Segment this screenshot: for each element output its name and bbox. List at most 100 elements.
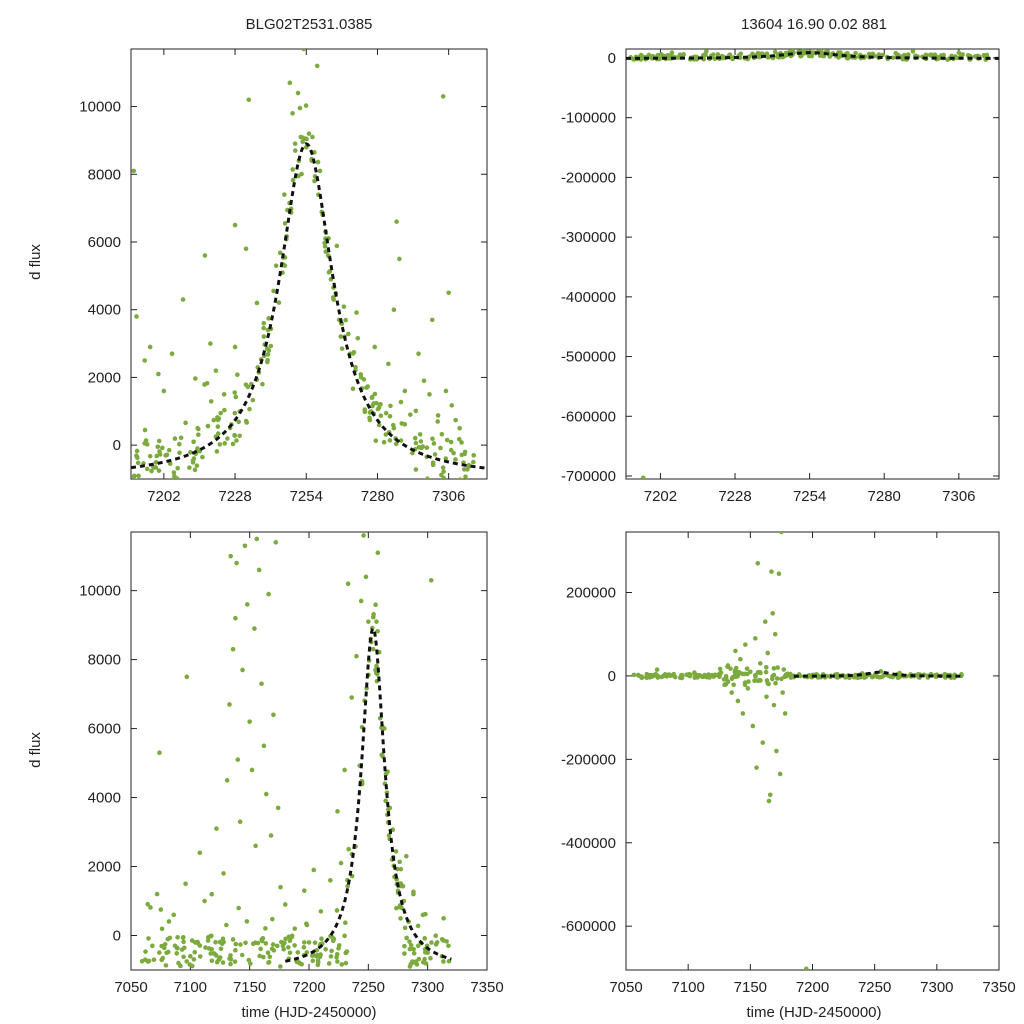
data-point-bottom-left <box>259 681 264 687</box>
data-point-bottom-left <box>404 853 409 859</box>
data-point-top-left <box>341 304 347 309</box>
data-point-top-left <box>232 390 238 395</box>
data-point-bottom-left <box>318 909 324 914</box>
data-point-top-left <box>388 403 393 409</box>
data-point-bottom-left <box>213 939 218 945</box>
data-point-bottom-right <box>733 648 738 654</box>
data-point-bottom-right <box>651 672 657 678</box>
data-point-top-left <box>448 447 454 453</box>
data-point-bottom-left <box>159 943 164 949</box>
data-point-top-right <box>677 52 683 57</box>
data-point-bottom-left <box>328 954 334 959</box>
data-point-top-left <box>169 351 175 357</box>
data-point-top-left <box>413 467 419 472</box>
data-point-bottom-left <box>159 926 165 932</box>
data-point-bottom-right <box>874 674 880 679</box>
data-point-bottom-right <box>769 569 774 574</box>
data-point-top-left <box>192 467 198 473</box>
data-point-bottom-left <box>407 939 412 944</box>
data-point-top-left <box>287 80 293 86</box>
y-tick-label-bottom-left: 4000 <box>88 790 121 807</box>
data-point-bottom-left <box>165 936 171 942</box>
data-point-bottom-left <box>345 883 350 889</box>
data-point-top-left <box>137 484 142 489</box>
panel-bottom-right: time (HJD-2450000) 7050 7100 7150 7200 7250 7… <box>561 531 1016 1021</box>
data-point-bottom-left <box>358 598 364 604</box>
data-point-top-left <box>296 173 301 179</box>
data-point-bottom-left <box>175 935 180 940</box>
data-point-top-left <box>290 111 295 116</box>
data-point-bottom-left <box>441 916 446 921</box>
data-point-top-right <box>828 52 834 58</box>
data-point-top-left <box>431 441 437 446</box>
data-point-bottom-left <box>197 954 203 959</box>
data-point-bottom-left <box>195 939 200 945</box>
data-point-top-left <box>208 341 213 346</box>
data-point-top-left <box>232 222 238 228</box>
data-point-top-left <box>416 351 421 357</box>
data-point-bottom-left <box>233 941 239 947</box>
x-tick-label-bottom-left: 7200 <box>292 979 325 996</box>
data-point-bottom-right <box>655 675 661 680</box>
data-point-bottom-left <box>274 943 280 949</box>
data-point-bottom-left <box>174 951 180 956</box>
data-point-top-left <box>222 441 228 446</box>
data-point-bottom-left <box>278 964 283 969</box>
data-point-bottom-left <box>275 805 281 811</box>
data-point-bottom-left <box>239 952 245 958</box>
data-point-top-right <box>675 55 680 60</box>
data-point-top-left <box>200 454 205 460</box>
data-point-top-left <box>134 453 139 459</box>
data-point-bottom-left <box>253 940 258 945</box>
data-point-top-left <box>169 477 174 479</box>
data-point-bottom-right <box>788 671 793 677</box>
data-point-bottom-left <box>446 943 451 949</box>
data-point-bottom-left <box>393 849 399 854</box>
data-point-bottom-left <box>301 945 307 950</box>
data-point-top-right <box>727 52 733 58</box>
data-point-top-left <box>471 453 477 458</box>
data-point-bottom-left <box>311 867 317 873</box>
data-point-bottom-left <box>259 938 265 944</box>
y-tick-label-top-left: 2000 <box>88 369 121 386</box>
data-point-bottom-right <box>735 698 741 704</box>
data-point-bottom-left <box>157 950 162 955</box>
x-tick-label-bottom-left: 7050 <box>114 979 147 996</box>
data-point-bottom-left <box>181 954 186 960</box>
data-point-top-left <box>167 461 173 467</box>
data-point-top-right <box>941 52 946 58</box>
data-point-top-right <box>838 50 843 55</box>
data-point-top-left <box>303 103 309 108</box>
data-point-bottom-right <box>851 674 857 680</box>
data-point-top-right <box>720 55 726 61</box>
data-point-bottom-left <box>232 959 238 964</box>
data-point-bottom-left <box>179 947 185 952</box>
data-point-bottom-right <box>780 690 785 695</box>
data-point-top-left <box>235 372 240 378</box>
data-point-bottom-right <box>644 671 650 677</box>
data-point-bottom-left <box>271 948 277 953</box>
y-tick-label-bottom-left: 10000 <box>79 583 121 600</box>
data-point-top-right <box>640 475 646 479</box>
y-tick-label-bottom-right: 0 <box>608 668 616 685</box>
data-point-bottom-left <box>257 953 263 959</box>
data-point-top-left <box>153 465 159 470</box>
data-point-bottom-left <box>162 941 168 947</box>
data-point-top-left <box>378 402 383 407</box>
data-point-top-right <box>809 53 815 59</box>
data-point-bottom-left <box>306 940 312 945</box>
data-point-top-left <box>225 436 230 441</box>
data-point-bottom-right <box>942 671 948 677</box>
data-point-bottom-right <box>771 666 777 671</box>
data-point-top-left <box>330 295 336 300</box>
data-point-bottom-left <box>336 943 342 948</box>
data-point-top-left <box>461 467 467 472</box>
data-point-bottom-left <box>349 695 355 700</box>
data-point-bottom-left <box>379 752 385 758</box>
data-point-top-left <box>156 371 161 377</box>
data-point-bottom-left <box>444 939 449 944</box>
data-point-top-left <box>211 417 217 423</box>
x-tick-label-top-right: 7306 <box>942 488 975 505</box>
x-tick-label-top-left: 7254 <box>290 488 323 505</box>
data-point-bottom-left <box>206 946 212 951</box>
